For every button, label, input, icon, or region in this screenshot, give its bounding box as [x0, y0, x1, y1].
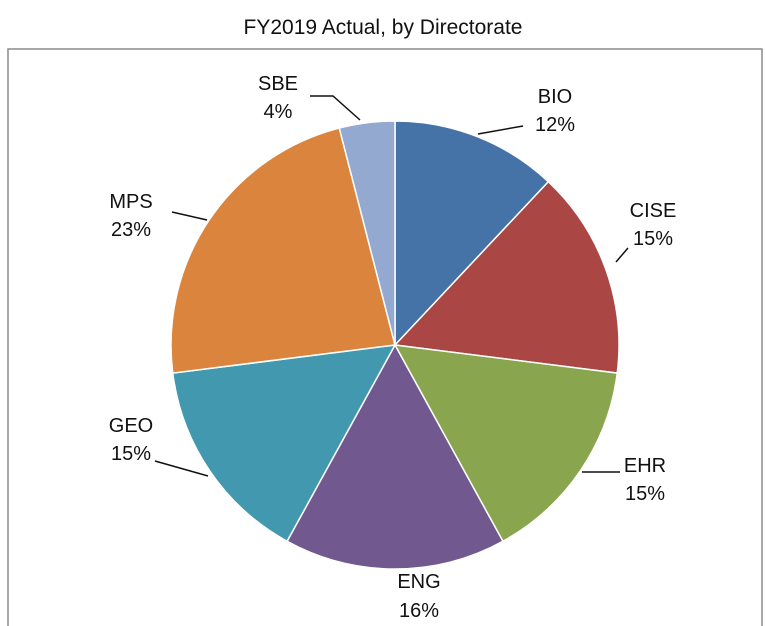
pie-slice-bio [394, 120, 550, 347]
pie-slice-geo [171, 344, 397, 543]
chart-subtitle: FY2019 Actual, by Directorate [243, 16, 523, 39]
pie-slice-eng [286, 343, 504, 570]
slice-percent-mps: 23% [111, 219, 151, 241]
slice-label-eng: ENG [397, 571, 440, 593]
slice-percent-eng: 16% [399, 600, 439, 622]
leader-line-bio [477, 125, 524, 135]
slice-label-ehr: EHR [624, 455, 666, 477]
pie-slice-ehr [393, 344, 619, 543]
pie-slice-cise [393, 180, 620, 374]
slice-percent-ehr: 15% [625, 483, 665, 505]
leader-line-mps [171, 211, 208, 221]
slice-percent-geo: 15% [111, 443, 151, 465]
slice-label-cise: CISE [630, 200, 677, 222]
slice-label-sbe: SBE [258, 73, 298, 95]
pie-slice-mps [170, 127, 396, 374]
leader-line-sbe [310, 95, 361, 121]
leader-line-geo [154, 460, 209, 477]
slice-percent-cise: 15% [633, 228, 673, 250]
pie-slice-sbe [338, 120, 396, 346]
slice-label-bio: BIO [538, 86, 572, 108]
slice-label-mps: MPS [109, 191, 152, 213]
slice-percent-bio: 12% [535, 114, 575, 136]
pie-slices [170, 120, 620, 570]
slice-label-geo: GEO [109, 415, 153, 437]
leader-line-cise [615, 247, 629, 263]
leader-lines [154, 95, 629, 477]
slice-percent-sbe: 4% [264, 101, 293, 123]
slice-labels: BIO 12% CISE 15% EHR 15% ENG 16% GEO 15% MPS 23% SBE… [109, 73, 677, 622]
